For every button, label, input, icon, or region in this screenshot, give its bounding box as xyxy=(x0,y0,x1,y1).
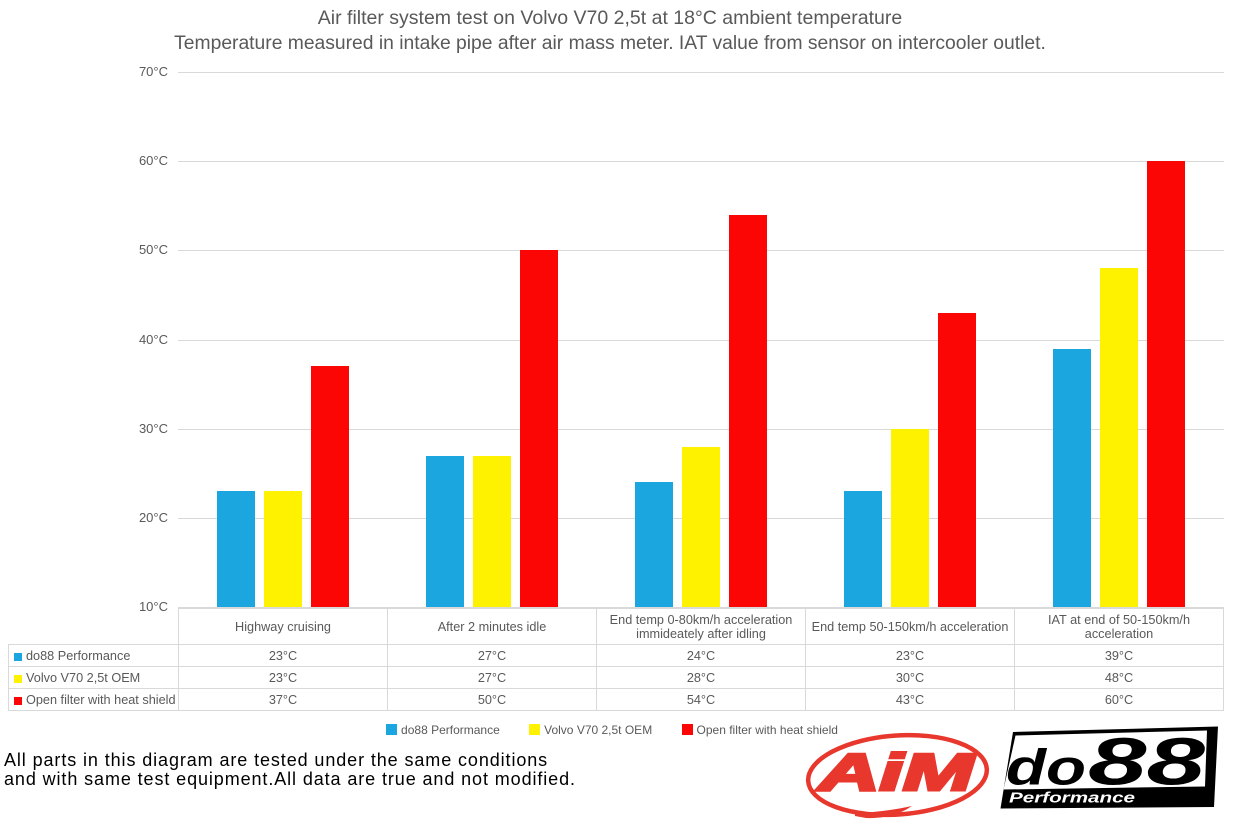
svg-text:Performance: Performance xyxy=(1009,791,1135,807)
svg-text:88: 88 xyxy=(1088,725,1206,800)
svg-text:AiM: AiM xyxy=(815,744,976,802)
svg-text:do: do xyxy=(1006,740,1086,796)
